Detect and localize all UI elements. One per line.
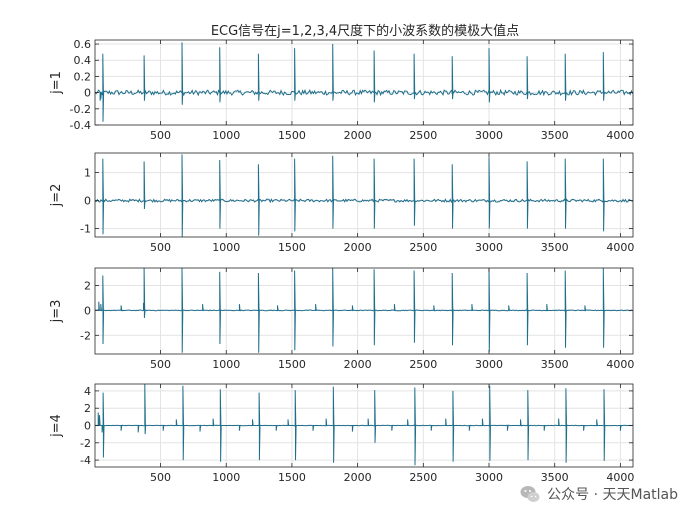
x-tick-label: 3500 [541, 129, 569, 142]
y-tick-label: 4 [84, 385, 91, 398]
wechat-icon [520, 486, 540, 502]
y-tick-label: 2 [84, 402, 91, 415]
x-tick-label: 2500 [409, 129, 437, 142]
x-tick-label: 1500 [278, 471, 306, 484]
y-tick-label: 1 [84, 167, 91, 180]
x-tick-label: 3500 [541, 471, 569, 484]
y-tick-label: -2 [80, 437, 91, 450]
x-tick-label: 3500 [541, 241, 569, 254]
y-tick-label: 0 [84, 420, 91, 433]
y-tick-label: 0 [84, 304, 91, 317]
x-tick-label: 4000 [606, 241, 634, 254]
y-tick-label: -0.4 [70, 119, 91, 132]
y-tick-label: 0.2 [74, 70, 92, 83]
axes-box [94, 152, 634, 238]
watermark: 公众号 · 天天Matlab [519, 481, 678, 507]
x-tick-label: 500 [150, 241, 171, 254]
x-tick-label: 3000 [475, 471, 503, 484]
y-tick-label: -0.2 [70, 103, 91, 116]
y-axis-label: j=3 [49, 300, 64, 324]
x-tick-label: 4000 [606, 129, 634, 142]
x-tick-label: 1500 [278, 241, 306, 254]
y-tick-label: -2 [80, 329, 91, 342]
x-tick-label: 1000 [212, 241, 240, 254]
plot-area [95, 268, 633, 354]
x-tick-label: 500 [150, 129, 171, 142]
plot-area [95, 153, 633, 237]
x-tick-label: 3000 [475, 358, 503, 371]
x-tick-label: 2500 [409, 471, 437, 484]
x-tick-label: 1500 [278, 358, 306, 371]
watermark-text: 公众号 · 天天Matlab [547, 487, 678, 503]
plot-area [95, 40, 633, 125]
y-tick-label: -1 [80, 223, 91, 236]
y-tick-label: 0.4 [74, 54, 92, 67]
signal-line [94, 42, 634, 122]
subplot-3: 500 1000 1500 2000 2500 3000 3500 4000 -2 0 2 j=3 [49, 267, 634, 371]
x-tick-label: 2000 [344, 471, 372, 484]
y-tick-label: 0 [84, 87, 91, 100]
x-tick-label: 2500 [409, 358, 437, 371]
subplot-1: 500 1000 1500 2000 2500 3000 3500 4000 -0.4 -0.2 0… [49, 38, 634, 142]
signal-line [94, 383, 633, 466]
figure-title: ECG信号在j=1,2,3,4尺度下的小波系数的模极大值点 [211, 23, 519, 39]
x-tick-label: 500 [150, 358, 171, 371]
x-tick-label: 2000 [344, 358, 372, 371]
y-axis-label: j=1 [49, 71, 64, 95]
subplot-4: 500 1000 1500 2000 2500 3000 3500 4000 -4 -2 0 2 4 j=… [49, 383, 634, 484]
axes-box [94, 267, 634, 355]
x-tick-label: 500 [150, 471, 171, 484]
signal-line [94, 154, 633, 238]
x-tick-label: 3000 [475, 241, 503, 254]
x-tick-label: 2500 [409, 241, 437, 254]
x-tick-label: 4000 [606, 358, 634, 371]
axes-box [94, 39, 634, 126]
y-tick-label: 0 [84, 195, 91, 208]
y-tick-label: -4 [80, 454, 91, 467]
y-axis-label: j=4 [49, 414, 64, 438]
y-tick-label: 0.6 [74, 38, 92, 51]
subplot-2: 500 1000 1500 2000 2500 3000 3500 4000 -1 0 1 j=2 [49, 152, 634, 254]
x-tick-label: 1000 [212, 129, 240, 142]
x-tick-label: 1500 [278, 129, 306, 142]
signal-line [94, 267, 633, 353]
x-tick-label: 4000 [606, 471, 634, 484]
x-tick-label: 2000 [344, 129, 372, 142]
x-tick-label: 3000 [475, 129, 503, 142]
y-tick-label: 2 [84, 279, 91, 292]
x-tick-label: 2000 [344, 241, 372, 254]
x-tick-label: 3500 [541, 358, 569, 371]
y-axis-label: j=2 [49, 184, 64, 208]
x-tick-label: 1000 [212, 471, 240, 484]
x-tick-label: 1000 [212, 358, 240, 371]
